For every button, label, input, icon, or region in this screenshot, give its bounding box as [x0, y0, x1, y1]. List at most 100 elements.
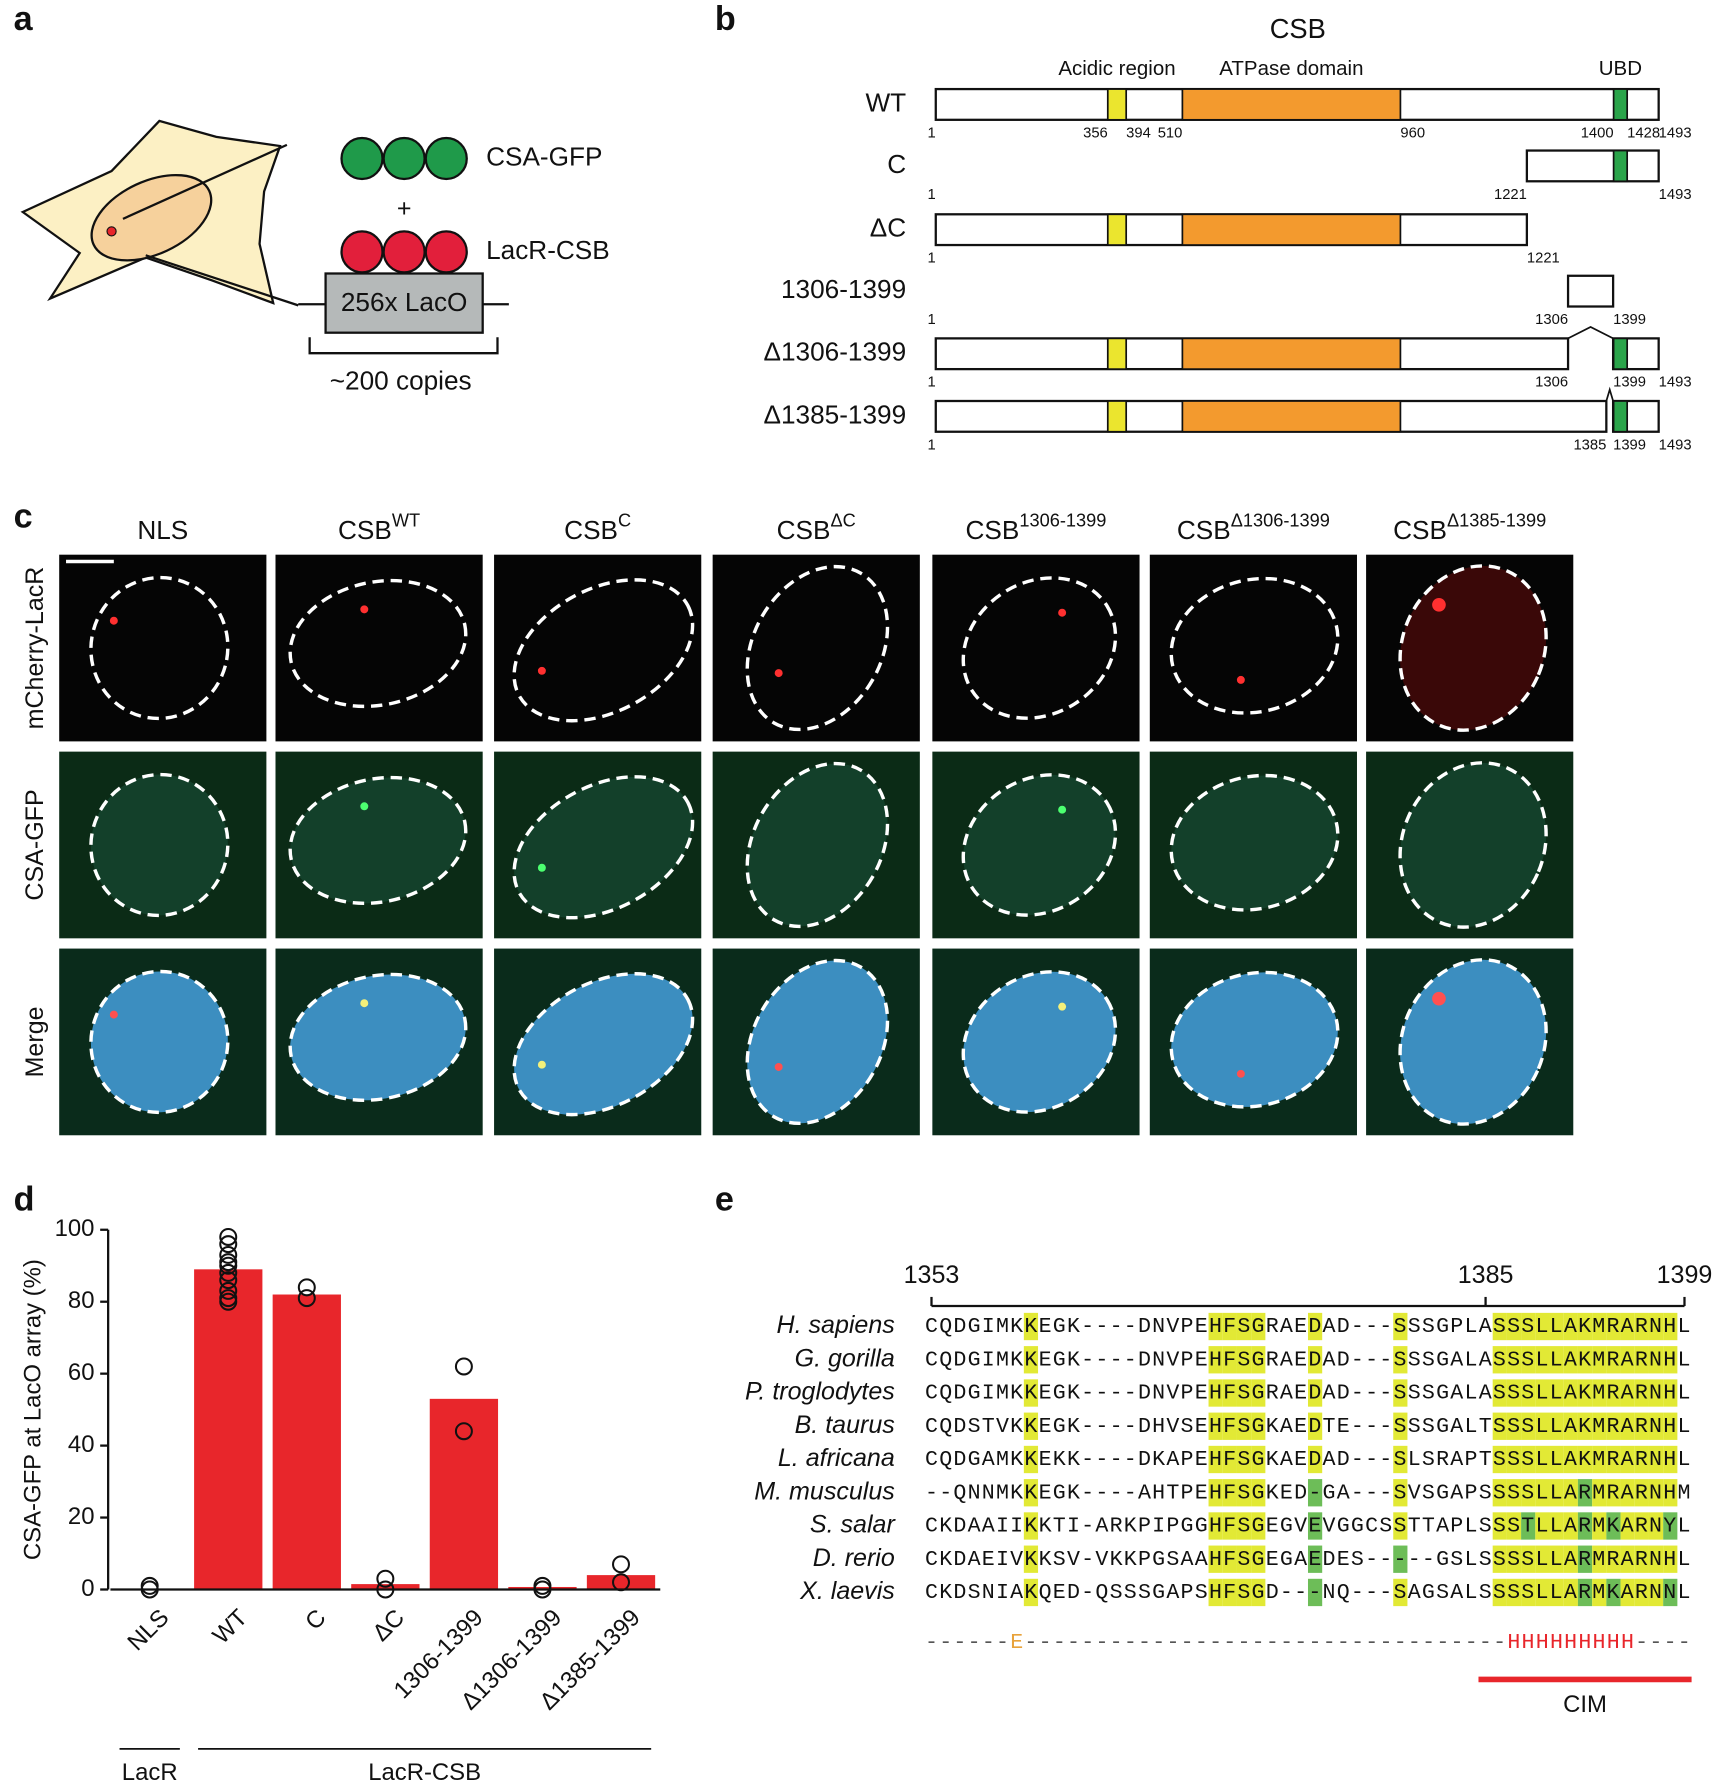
residue-shading	[1577, 1412, 1593, 1440]
residue-shading	[1535, 1545, 1550, 1573]
residue-shading	[1251, 1479, 1266, 1507]
residue-shading	[1577, 1578, 1593, 1607]
consensus-char: -	[1664, 1631, 1678, 1655]
residue-shading	[1506, 1578, 1522, 1607]
nucleus-signal	[290, 777, 466, 904]
residue-shading	[1506, 1512, 1522, 1540]
header-text: CSB	[564, 515, 618, 545]
residue-shading	[1535, 1379, 1550, 1407]
residue-shading	[1393, 1578, 1408, 1607]
bar	[429, 1398, 499, 1590]
laco-box	[324, 272, 484, 334]
label: +	[397, 194, 412, 222]
consensus: ------E---------------------------------…	[925, 1631, 1692, 1655]
nucleus-outline	[745, 761, 890, 929]
residue-shading	[1492, 1479, 1507, 1507]
header-text: CSB	[966, 515, 1020, 545]
consensus-char: -	[996, 1631, 1010, 1655]
consensus-char: -	[1678, 1631, 1692, 1655]
residue-shading	[1236, 1346, 1252, 1374]
x-tick-label: WT	[208, 1604, 254, 1650]
sequence: CKDSNIAKQED-QSSSGAPSHFSGD---NQ---SAGSALS…	[925, 1581, 1692, 1605]
species: H. sapiens	[777, 1311, 895, 1339]
array-spot	[1432, 597, 1446, 612]
y-tick-label: 80	[68, 1287, 95, 1314]
residue-shading	[1222, 1545, 1237, 1573]
data-point	[219, 1292, 238, 1311]
domain-label: ATPase domain	[1219, 57, 1363, 80]
residue-shading	[1549, 1312, 1564, 1341]
nucleus-outline	[745, 564, 890, 732]
species: D. rerio	[813, 1544, 895, 1572]
residue-shading	[1208, 1512, 1223, 1540]
species: B. taurus	[795, 1411, 895, 1439]
data-point	[297, 1289, 316, 1308]
nucleus-signal	[514, 776, 693, 918]
consensus-char: -	[968, 1631, 982, 1655]
residue-shading	[1393, 1346, 1408, 1374]
residue-shading	[1023, 1412, 1039, 1440]
residue-shading	[1251, 1312, 1266, 1341]
header-sup: 1306-1399	[1019, 510, 1106, 530]
residue-shading	[1492, 1379, 1507, 1407]
residue-shading	[1592, 1445, 1607, 1474]
residue-shading	[1393, 1545, 1408, 1573]
residue-shading	[1549, 1379, 1564, 1407]
species: L. africana	[778, 1444, 895, 1472]
species: G. gorilla	[795, 1344, 895, 1372]
nucleus-outline	[89, 772, 230, 918]
residue-shading	[1307, 1346, 1323, 1374]
axis-tick-label: 1353	[904, 1261, 960, 1289]
micrograph	[1149, 554, 1357, 742]
data-point	[454, 1422, 473, 1441]
nucleus-signal	[1400, 762, 1547, 928]
row-label: mCherry-LacR	[21, 567, 49, 730]
residue-shading	[1606, 1312, 1621, 1341]
column-header: CSB1306-1399	[966, 510, 1107, 544]
data-point	[219, 1281, 238, 1300]
position-label: 1	[928, 437, 936, 453]
residue-shading	[1549, 1512, 1564, 1540]
array-spot	[774, 669, 783, 678]
domain	[1612, 337, 1629, 370]
consensus-char: -	[1493, 1631, 1507, 1655]
residue-shading	[1620, 1512, 1635, 1540]
header-text: NLS	[137, 515, 188, 545]
residue-shading	[1251, 1445, 1266, 1474]
position-label: 1428	[1627, 125, 1660, 141]
micrograph	[59, 554, 267, 742]
residue-shading	[1236, 1412, 1252, 1440]
consensus-char: H	[1522, 1631, 1536, 1655]
residue-shading	[1606, 1379, 1621, 1407]
residue-shading	[1492, 1312, 1507, 1341]
residue-shading	[1648, 1545, 1664, 1573]
panel-label: e	[715, 1180, 734, 1218]
gfp-circle	[382, 136, 426, 181]
data-point	[219, 1271, 238, 1290]
y-tick-label: 0	[81, 1575, 94, 1602]
nucleus-outline	[288, 775, 468, 906]
residue-shading	[1634, 1545, 1649, 1573]
residue-shading	[1492, 1578, 1507, 1607]
position-label: 1	[928, 312, 936, 328]
residue-shading	[1506, 1479, 1522, 1507]
nucleus-signal	[1171, 972, 1338, 1107]
residue-shading	[1208, 1346, 1223, 1374]
residue-shading	[1506, 1545, 1522, 1573]
residue-shading	[1606, 1578, 1621, 1607]
residue-shading	[1393, 1479, 1408, 1507]
residue-shading	[1549, 1346, 1564, 1374]
consensus-char: -	[1280, 1631, 1294, 1655]
y-tick-label: 100	[55, 1215, 95, 1242]
motif-label: CIM	[1563, 1691, 1607, 1718]
consensus-char: -	[1266, 1631, 1280, 1655]
position-label: 1	[928, 251, 936, 267]
data-point	[140, 1576, 159, 1595]
consensus-char: -	[1195, 1631, 1209, 1655]
domain	[1181, 337, 1402, 370]
residue-shading	[1663, 1479, 1678, 1507]
x-tick-label: NLS	[122, 1604, 174, 1656]
residue-shading	[1648, 1346, 1664, 1374]
lacr-circle	[424, 230, 468, 274]
residue-shading	[1549, 1445, 1564, 1474]
